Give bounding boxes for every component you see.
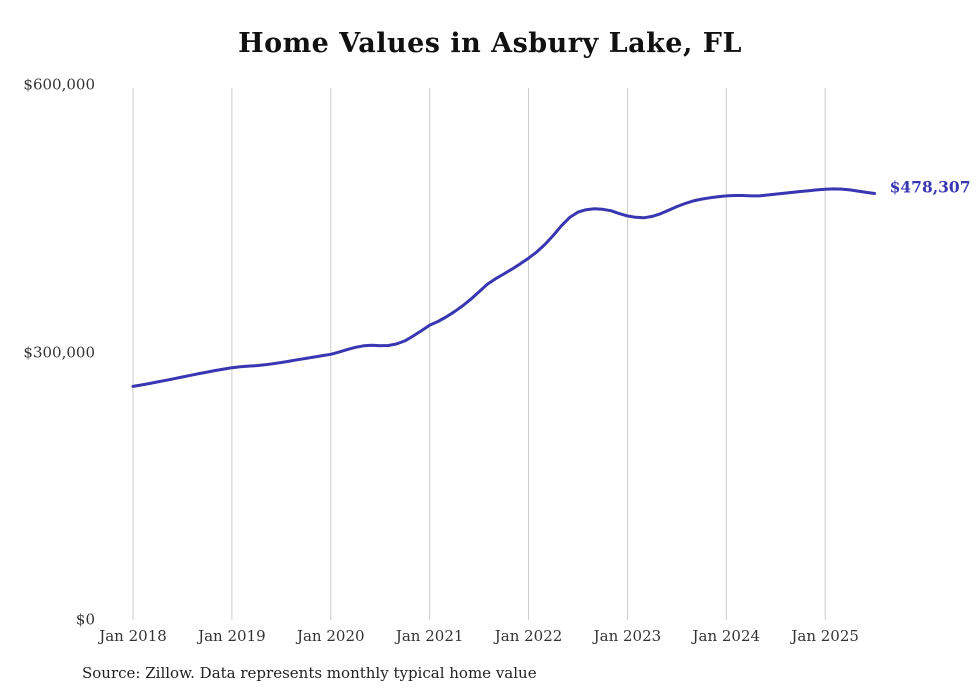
x-axis-tick-label: Jan 2021 [395,627,464,645]
x-axis-tick-label: Jan 2022 [494,627,563,645]
y-axis-tick-label: $0 [75,610,95,629]
x-axis-tick-label: Jan 2018 [99,627,167,645]
source-note: Source: Zillow. Data represents monthly … [82,664,537,682]
y-axis-tick-label: $600,000 [23,75,95,94]
y-axis-tick-label: $300,000 [23,343,95,361]
chart-title: Home Values in Asbury Lake, FL [238,28,742,59]
x-axis-tick-label: Jan 2024 [692,627,761,645]
end-value-label: $478,307 [889,177,971,196]
x-axis-tick-label: Jan 2019 [198,627,266,645]
x-axis-tick-label: Jan 2025 [791,627,859,645]
x-axis-tick-label: Jan 2023 [593,627,662,645]
value-line [131,187,877,388]
x-axis-tick-label: Jan 2020 [296,627,365,645]
